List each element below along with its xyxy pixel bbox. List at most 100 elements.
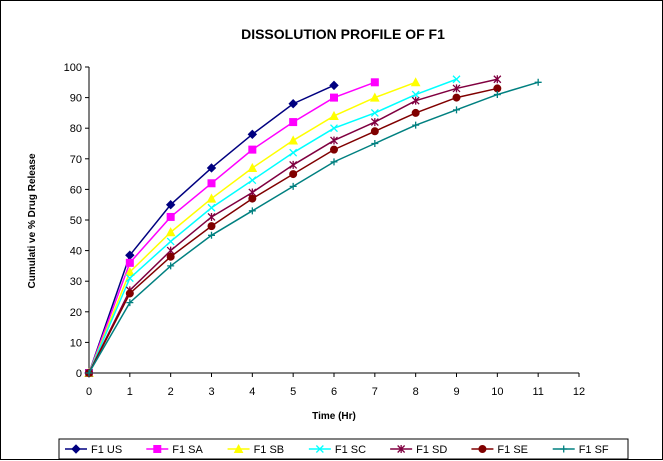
series-f1-sb bbox=[84, 77, 421, 377]
legend-label: F1 SA bbox=[172, 444, 203, 456]
x-tick-label: 0 bbox=[86, 386, 92, 398]
data-point bbox=[370, 127, 379, 136]
data-point bbox=[248, 176, 257, 185]
series-line bbox=[88, 78, 457, 374]
x-tick-label: 9 bbox=[453, 386, 459, 398]
data-point bbox=[166, 212, 175, 221]
data-point bbox=[167, 262, 175, 270]
y-tick-label: 50 bbox=[70, 215, 82, 227]
series-f1-us bbox=[84, 80, 339, 378]
data-point bbox=[247, 162, 258, 172]
data-point bbox=[247, 129, 258, 140]
x-tick-label: 7 bbox=[372, 386, 378, 398]
legend-swatch-marker bbox=[478, 445, 487, 453]
series-f1-se bbox=[85, 84, 502, 377]
data-point bbox=[289, 118, 298, 127]
legend-swatch-marker bbox=[315, 445, 324, 453]
data-point bbox=[207, 222, 216, 231]
data-point bbox=[452, 93, 461, 102]
series-line bbox=[88, 81, 376, 374]
x-tick-label: 12 bbox=[573, 386, 585, 398]
data-point bbox=[288, 135, 298, 145]
legend-entry: F1 SD bbox=[390, 444, 447, 456]
data-point bbox=[330, 93, 338, 102]
data-point bbox=[452, 84, 461, 93]
legend-entry: F1 SA bbox=[146, 444, 204, 456]
y-tick-label: 100 bbox=[64, 62, 82, 74]
data-point bbox=[166, 252, 175, 261]
x-tick-label: 1 bbox=[127, 386, 133, 398]
data-point bbox=[248, 145, 257, 154]
legend-label: F1 SB bbox=[254, 444, 285, 456]
data-point bbox=[248, 207, 256, 215]
x-tick-label: 4 bbox=[249, 386, 255, 398]
data-point bbox=[330, 158, 338, 166]
data-point bbox=[493, 75, 502, 84]
data-point bbox=[288, 99, 298, 109]
x-axis-title: Time (Hr) bbox=[312, 411, 356, 422]
data-point bbox=[125, 289, 134, 298]
legend-swatch-marker bbox=[560, 445, 568, 453]
legend-label: F1 SF bbox=[579, 444, 609, 456]
data-point bbox=[330, 124, 338, 133]
data-point bbox=[208, 231, 215, 239]
legend-entry: F1 US bbox=[65, 444, 122, 456]
data-point bbox=[453, 106, 460, 114]
legend-box bbox=[58, 438, 629, 460]
x-tick-label: 11 bbox=[532, 386, 543, 398]
x-tick-label: 10 bbox=[491, 386, 503, 398]
data-point bbox=[289, 182, 297, 190]
legend-label: F1 SD bbox=[416, 444, 447, 456]
y-axis-title: Cumulati ve % Drug Release bbox=[27, 153, 38, 288]
data-point bbox=[206, 193, 217, 203]
data-point bbox=[85, 369, 93, 377]
data-point bbox=[165, 199, 176, 210]
legend-swatch-marker bbox=[153, 445, 162, 453]
data-point bbox=[493, 91, 501, 99]
data-point bbox=[207, 203, 216, 212]
y-tick-label: 20 bbox=[70, 307, 82, 319]
legend-swatch-marker bbox=[71, 444, 81, 454]
y-tick-label: 0 bbox=[76, 368, 82, 380]
legend-label: F1 SE bbox=[497, 444, 528, 456]
data-point bbox=[410, 77, 421, 87]
data-point bbox=[125, 258, 134, 267]
x-tick-label: 3 bbox=[208, 386, 214, 398]
x-tick-label: 2 bbox=[168, 386, 174, 398]
y-tick-label: 40 bbox=[70, 246, 82, 258]
data-point bbox=[330, 136, 338, 145]
series-line bbox=[88, 81, 539, 374]
data-point bbox=[207, 179, 216, 188]
legend-entry: F1 SC bbox=[308, 444, 366, 456]
y-tick-label: 60 bbox=[70, 184, 82, 196]
data-point bbox=[166, 237, 175, 246]
data-point bbox=[330, 145, 338, 154]
data-point bbox=[493, 84, 502, 93]
legend-swatch-marker bbox=[233, 443, 244, 453]
x-tick-label: 5 bbox=[290, 386, 296, 398]
data-point bbox=[411, 108, 420, 117]
data-point bbox=[289, 160, 298, 169]
legend: F1 US F1 SA F1 SB F1 SC F1 SD F1 SE F1 SF bbox=[58, 438, 629, 460]
y-tick-label: 90 bbox=[70, 93, 82, 105]
data-point bbox=[534, 78, 542, 86]
data-point bbox=[371, 140, 379, 147]
data-point bbox=[165, 227, 176, 237]
series-f1-sc bbox=[85, 75, 461, 377]
y-tick-label: 30 bbox=[70, 276, 82, 288]
chart-title: DISSOLUTION PROFILE OF F1 bbox=[241, 26, 445, 42]
x-tick-label: 8 bbox=[413, 386, 419, 398]
data-point bbox=[125, 266, 135, 277]
data-point bbox=[207, 212, 216, 221]
data-point bbox=[329, 110, 339, 120]
data-point bbox=[412, 121, 420, 129]
x-tick-label: 6 bbox=[331, 386, 337, 398]
data-point bbox=[289, 170, 298, 179]
series-f1-sf bbox=[85, 78, 542, 377]
legend-entry: F1 SB bbox=[227, 443, 285, 456]
data-point bbox=[370, 92, 380, 102]
legend-entry: F1 SF bbox=[552, 444, 609, 456]
data-point bbox=[452, 75, 461, 84]
